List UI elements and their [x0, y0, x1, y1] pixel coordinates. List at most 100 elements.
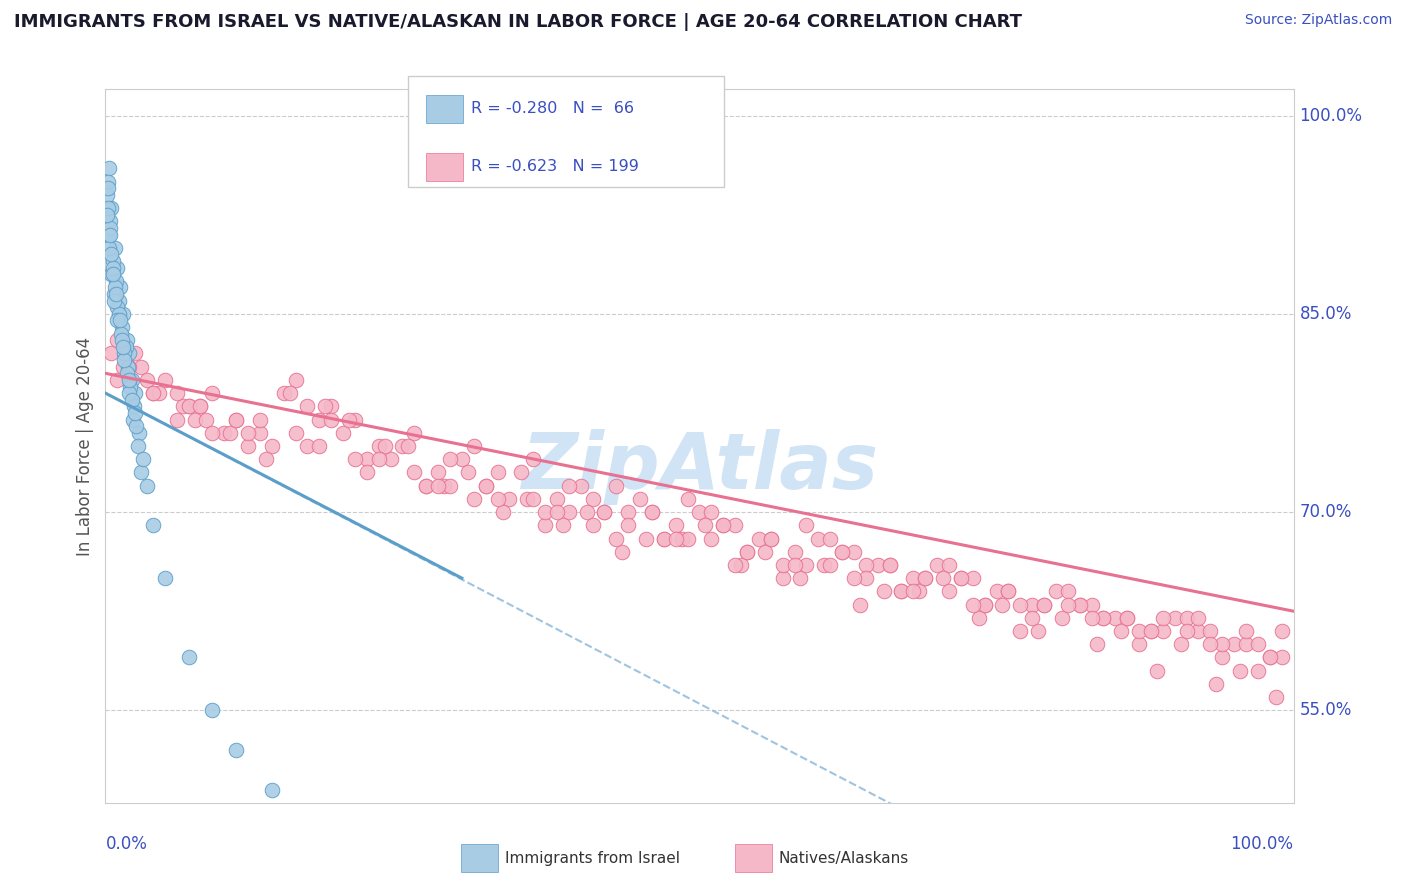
Point [118, 373, 141, 387]
Point [100, 247, 122, 261]
Point [343, 452, 366, 467]
Point [492, 505, 515, 519]
Point [97, 175, 120, 189]
Text: ZipAtlas: ZipAtlas [522, 429, 877, 506]
Point [249, 412, 271, 426]
Point [177, 400, 200, 414]
Point [855, 571, 877, 585]
Point [115, 367, 138, 381]
Point [343, 412, 366, 426]
Point [112, 340, 135, 354]
Point [98, 227, 121, 242]
Point [783, 545, 806, 559]
Point [284, 425, 307, 440]
Point [100, 346, 122, 360]
Point [225, 743, 247, 757]
Point [391, 862, 413, 876]
Point [201, 386, 224, 401]
Point [404, 466, 426, 480]
Point [1247, 637, 1270, 651]
Point [1092, 611, 1115, 625]
Point [546, 491, 568, 506]
Point [855, 558, 877, 572]
Point [124, 386, 146, 401]
Point [1175, 624, 1198, 638]
Point [463, 439, 485, 453]
Point [986, 584, 1008, 599]
Point [129, 466, 152, 480]
Point [914, 571, 936, 585]
Point [1010, 598, 1032, 612]
Text: 85.0%: 85.0% [1299, 305, 1351, 323]
Point [98, 221, 121, 235]
Point [575, 505, 598, 519]
Point [457, 466, 479, 480]
Point [367, 439, 389, 453]
Point [1199, 624, 1222, 638]
Point [831, 545, 853, 559]
Point [617, 518, 640, 533]
Point [142, 518, 165, 533]
Point [105, 333, 128, 347]
Point [962, 598, 984, 612]
Point [114, 353, 136, 368]
Point [101, 254, 124, 268]
Point [439, 478, 461, 492]
Point [962, 571, 984, 585]
Point [842, 545, 865, 559]
Point [754, 545, 776, 559]
Point [724, 558, 747, 572]
Point [1080, 598, 1102, 612]
Point [813, 558, 835, 572]
Point [120, 379, 142, 393]
Point [534, 518, 557, 533]
Point [1128, 637, 1150, 651]
Point [439, 452, 461, 467]
Point [98, 161, 121, 176]
Point [100, 201, 122, 215]
Point [105, 373, 128, 387]
Point [789, 571, 811, 585]
Point [380, 452, 402, 467]
Point [1033, 598, 1056, 612]
Point [676, 532, 699, 546]
Point [107, 293, 129, 308]
Point [558, 505, 581, 519]
Point [98, 227, 121, 242]
Point [108, 280, 131, 294]
Point [1271, 624, 1294, 638]
Point [890, 584, 912, 599]
Point [1223, 637, 1246, 651]
Point [711, 518, 734, 533]
Point [605, 532, 627, 546]
Point [1140, 624, 1163, 638]
Point [486, 466, 509, 480]
Point [142, 386, 165, 401]
Point [1234, 637, 1257, 651]
Point [105, 287, 128, 301]
Point [103, 287, 125, 301]
Point [153, 571, 176, 585]
Point [125, 419, 148, 434]
Y-axis label: In Labor Force | Age 20-64: In Labor Force | Age 20-64 [76, 336, 94, 556]
Point [612, 545, 634, 559]
Point [260, 782, 283, 797]
Point [427, 466, 450, 480]
Point [486, 491, 509, 506]
Point [1056, 598, 1078, 612]
Point [111, 320, 134, 334]
Point [129, 359, 152, 374]
Point [114, 346, 136, 360]
Point [121, 392, 143, 407]
Point [236, 439, 259, 453]
Point [641, 505, 664, 519]
Point [724, 518, 747, 533]
Point [1021, 598, 1043, 612]
Point [474, 478, 496, 492]
Point [925, 558, 948, 572]
Point [695, 518, 717, 533]
Point [938, 584, 960, 599]
Point [641, 505, 664, 519]
Point [842, 571, 865, 585]
Point [195, 412, 218, 426]
